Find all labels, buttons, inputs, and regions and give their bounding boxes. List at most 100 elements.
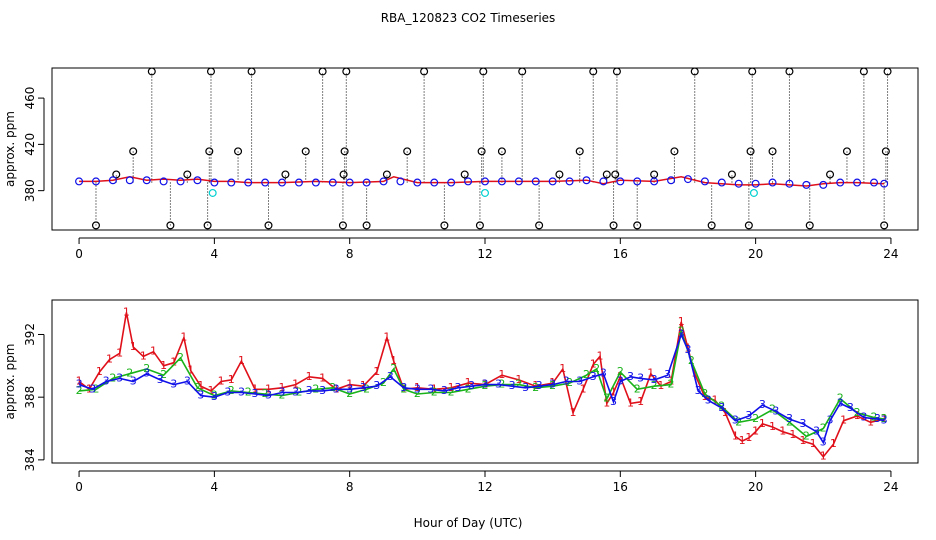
bottom-series-3-point: 3: [664, 368, 671, 381]
bottom-series-3-point: 3: [549, 378, 556, 391]
bottom-series-3-point: 3: [170, 378, 177, 391]
bottom-series-1-point: 1: [684, 342, 691, 355]
top-point-black: [746, 147, 755, 156]
bottom-series-2-point: 2: [211, 389, 218, 402]
bottom-series-1-point: 1: [130, 340, 137, 353]
bottom-series-3-point: 3: [414, 382, 421, 395]
top-point-blue: [125, 176, 134, 185]
bottom-series-1-line: [78, 312, 885, 458]
bottom-series-2-point: 2: [718, 400, 725, 413]
top-x-tick-label: 8: [346, 247, 354, 261]
top-point-black: [205, 147, 214, 156]
bottom-series-2-point: 2: [400, 382, 407, 395]
bottom-series-3-point: 3: [732, 414, 739, 427]
bottom-series-3-point: 3: [617, 375, 624, 388]
top-point-black: [477, 147, 486, 156]
bottom-series-1-point: 1: [465, 376, 472, 389]
bottom-series-3-point: 3: [874, 412, 881, 425]
bottom-series-3-point: 3: [387, 370, 394, 383]
bottom-series-1-point: 1: [617, 370, 624, 383]
top-point-blue: [870, 178, 879, 187]
top-point-blue: [396, 177, 405, 186]
top-point-blue: [311, 178, 320, 187]
bottom-x-tick-label: 4: [211, 480, 219, 494]
top-point-blue: [751, 179, 760, 188]
bottom-series-2-point: 2: [279, 389, 286, 402]
bottom-series-1-point: 1: [306, 370, 313, 383]
top-point-blue: [582, 176, 591, 185]
bottom-series-2-point: 2: [363, 382, 370, 395]
top-x-tick-label: 24: [883, 247, 898, 261]
top-x-tick-label: 16: [613, 247, 628, 261]
bottom-series-3-point: 3: [837, 396, 844, 409]
bottom-series-2-point: 2: [76, 384, 83, 397]
top-point-blue: [159, 177, 168, 186]
bottom-series-3-point: 3: [333, 382, 340, 395]
bottom-series-1-point: 1: [360, 379, 367, 392]
bottom-y-axis-title: approx. ppm: [3, 344, 17, 420]
bottom-series-3-point: 3: [130, 375, 137, 388]
top-panel: 0 4 8 12 16 20 24 380 420 460 approx. ppm: [3, 67, 919, 261]
top-point-black: [362, 221, 371, 230]
bottom-series-1-point: 1: [590, 357, 597, 370]
bottom-series-1-point: 1: [637, 395, 644, 408]
bottom-x-tick-label: 12: [477, 480, 492, 494]
bottom-series-1-point: 1: [218, 375, 225, 388]
top-point-black: [183, 170, 192, 179]
bottom-series-3-point: 3: [400, 381, 407, 394]
bottom-series-2-point: 2: [549, 379, 556, 392]
top-x-tick-label: 4: [211, 247, 219, 261]
top-point-black: [881, 147, 890, 156]
bottom-series-2-point: 2: [92, 382, 99, 395]
top-point-blue: [880, 179, 889, 188]
bottom-series-1-point: 1: [840, 414, 847, 427]
bottom-series-3-point: 3: [251, 387, 258, 400]
bottom-series-1-point: 1: [603, 396, 610, 409]
bottom-series-3-point: 3: [116, 371, 123, 384]
top-plot-frame: [51, 67, 919, 231]
bottom-series-1-point: 1: [498, 368, 505, 381]
top-point-blue: [210, 178, 219, 187]
bottom-series-1-point: 1: [597, 349, 604, 362]
top-point-black: [203, 221, 212, 230]
top-point-blue: [464, 177, 473, 186]
top-point-black: [497, 147, 506, 156]
bottom-series-2-point: 2: [837, 392, 844, 405]
bottom-series-2-point: 2: [617, 365, 624, 378]
bottom-series-3-point: 3: [881, 414, 888, 427]
bottom-series-2-point: 2: [312, 382, 319, 395]
bottom-series-3-point: 3: [143, 367, 150, 380]
bottom-series-2-point: 2: [109, 371, 116, 384]
bottom-series-2-point: 2: [346, 387, 353, 400]
bottom-series-3-point: 3: [651, 373, 658, 386]
bottom-series-3-point: 3: [772, 404, 779, 417]
bottom-series-1-point: 1: [373, 365, 380, 378]
top-point-blue: [430, 178, 439, 187]
top-y-axis-title: approx. ppm: [3, 111, 17, 187]
bottom-series-3-point: 3: [346, 382, 353, 395]
bottom-series-3-point: 3: [468, 379, 475, 392]
bottom-series-1-point: 1: [759, 417, 766, 430]
bottom-series-3-point: 3: [157, 373, 164, 386]
bottom-series-1-point: 1: [867, 415, 874, 428]
bottom-series-2-point: 2: [143, 362, 150, 375]
bottom-series-1-point: 1: [532, 379, 539, 392]
bottom-series-3-point: 3: [627, 370, 634, 383]
bottom-series-1-point: 1: [265, 382, 272, 395]
bottom-series-3-point: 3: [813, 425, 820, 438]
top-point-black: [707, 221, 716, 230]
top-point-blue: [345, 178, 354, 187]
top-point-black: [264, 221, 273, 230]
bottom-series-1-point: 1: [197, 379, 204, 392]
top-point-black: [234, 147, 243, 156]
top-point-black: [281, 170, 290, 179]
bottom-series-1-point: 1: [647, 367, 654, 380]
bottom-series-3-point: 3: [454, 381, 461, 394]
top-point-black: [479, 68, 488, 76]
bottom-series-2-point: 2: [786, 415, 793, 428]
chart-title: RBA_120823 CO2 Timeseries: [381, 11, 556, 25]
top-x-tick-label: 20: [748, 247, 763, 261]
top-point-black: [555, 170, 564, 179]
